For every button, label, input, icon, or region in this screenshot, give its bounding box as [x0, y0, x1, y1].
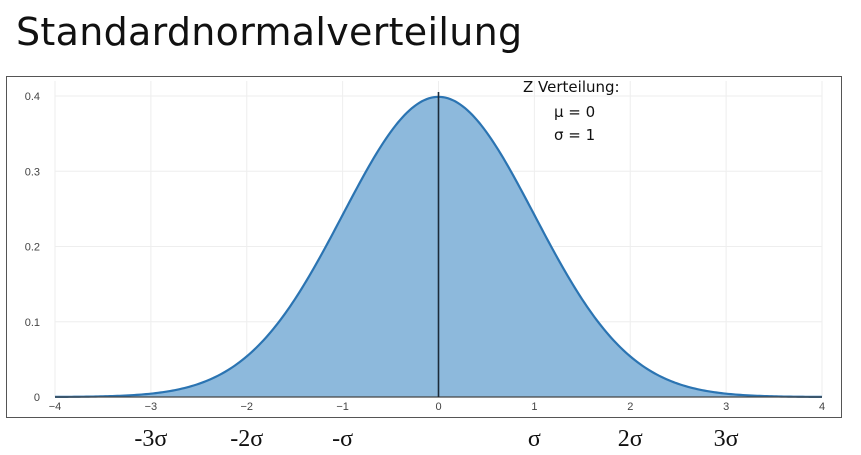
- y-tick-label: 0.1: [25, 317, 40, 329]
- sigma-label: 2σ: [617, 426, 643, 452]
- x-tick-label: 4: [819, 401, 825, 413]
- x-tick-label: 2: [627, 401, 633, 413]
- x-tick-label: −4: [49, 401, 62, 413]
- normal-distribution-chart: −4 −3 −2 −1 0 1 2 3 4 0 0.1 0.2 0.3 0.4: [6, 76, 842, 418]
- annotation-sigma: σ = 1: [554, 126, 596, 144]
- x-tick-label: 3: [723, 401, 729, 413]
- y-tick-label: 0.4: [25, 91, 40, 103]
- x-tick-label: 1: [531, 401, 537, 413]
- y-tick-label: 0.3: [25, 166, 40, 178]
- sigma-label: -σ: [332, 426, 354, 452]
- axes: −4 −3 −2 −1 0 1 2 3 4 0 0.1 0.2 0.3 0.4: [25, 91, 825, 413]
- annotation-heading: Z Verteilung:: [523, 78, 620, 96]
- y-tick-label: 0.2: [25, 242, 40, 254]
- sigma-label: -2σ: [230, 426, 264, 452]
- page-title: Standardnormalverteilung: [16, 10, 523, 54]
- x-tick-label: −3: [145, 401, 158, 413]
- annotation-mu: μ = 0: [554, 103, 596, 121]
- sigma-label: σ: [527, 426, 541, 452]
- y-tick-label: 0: [34, 392, 40, 404]
- x-tick-label: 0: [435, 401, 441, 413]
- sigma-label: -3σ: [134, 426, 168, 452]
- x-tick-label: −1: [336, 401, 349, 413]
- sigma-label: 3σ: [713, 426, 739, 452]
- chart-container: −4 −3 −2 −1 0 1 2 3 4 0 0.1 0.2 0.3 0.4: [6, 76, 842, 418]
- x-tick-label: −2: [240, 401, 253, 413]
